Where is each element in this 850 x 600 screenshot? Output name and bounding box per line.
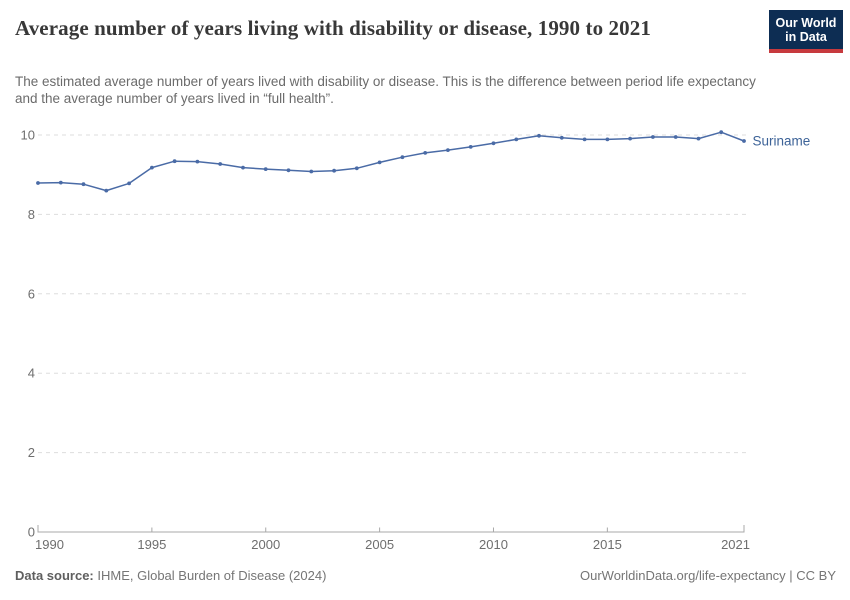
data-point[interactable]: [377, 160, 382, 165]
data-point[interactable]: [104, 188, 109, 193]
data-point[interactable]: [696, 136, 701, 141]
data-point[interactable]: [127, 181, 131, 186]
data-point[interactable]: [400, 155, 405, 160]
data-point[interactable]: [81, 182, 86, 187]
data-point[interactable]: [58, 180, 63, 185]
data-source-text: IHME, Global Burden of Disease (2024): [93, 568, 327, 583]
data-point[interactable]: [491, 141, 496, 146]
chart-svg: 0 2 4 6 8 10 1990 1995 2000 2005 2010 2015 2021 Surin…: [21, 128, 811, 553]
data-point[interactable]: [559, 135, 564, 140]
y-axis-tick-label: 10: [21, 128, 35, 143]
data-point[interactable]: [172, 159, 177, 164]
data-point[interactable]: [468, 145, 473, 149]
chart-footer: Data source: IHME, Global Burden of Dise…: [15, 568, 836, 583]
data-point[interactable]: [241, 165, 245, 170]
data-point[interactable]: [423, 151, 428, 155]
owid-url-license-link[interactable]: OurWorldinData.org/life-expectancy | CC …: [579, 568, 836, 583]
x-axis-tick-label: 1990: [35, 537, 64, 552]
x-axis-tick-label: 1995: [137, 537, 166, 552]
y-axis-tick-label: 8: [28, 207, 35, 222]
y-axis-tick-label: 4: [28, 366, 35, 381]
data-point[interactable]: [719, 130, 724, 135]
data-source: Data source: IHME, Global Burden of Dise…: [15, 568, 326, 583]
data-point[interactable]: [218, 162, 223, 166]
data-point[interactable]: [514, 137, 519, 142]
x-axis-tick-label: 2021: [721, 537, 750, 552]
x-axis-tick-label: 2015: [593, 537, 622, 552]
x-axis-tick-label: 2000: [251, 537, 280, 552]
entity-label[interactable]: Suriname: [753, 133, 811, 148]
data-point[interactable]: [263, 167, 268, 172]
data-point[interactable]: [651, 135, 655, 139]
data-point[interactable]: [332, 168, 336, 173]
series-line[interactable]: [37, 131, 745, 192]
y-axis-tick-label: 2: [28, 445, 35, 460]
data-point[interactable]: [286, 168, 291, 173]
chart-subtitle: The estimated average number of years li…: [15, 74, 756, 106]
y-axis-tick-label: 0: [28, 525, 35, 540]
data-source-label: Data source:: [15, 568, 94, 583]
owid-logo-line1: Our World: [775, 16, 837, 30]
owid-logo[interactable]: Our World in Data: [769, 10, 843, 53]
x-axis-tick-label: 2005: [365, 537, 394, 552]
data-point[interactable]: [195, 159, 200, 164]
data-point[interactable]: [36, 181, 40, 185]
data-point[interactable]: [354, 166, 359, 171]
data-point[interactable]: [446, 148, 450, 153]
data-point[interactable]: [742, 139, 746, 143]
data-point[interactable]: [582, 137, 587, 142]
data-point[interactable]: [309, 169, 314, 174]
data-point[interactable]: [537, 133, 541, 138]
chart-title: Average number of years living with disa…: [15, 16, 651, 40]
owid-logo-line2: in Data: [785, 30, 827, 44]
data-point[interactable]: [673, 135, 678, 139]
data-point[interactable]: [150, 165, 154, 170]
data-point[interactable]: [605, 137, 610, 142]
y-axis-tick-label: 6: [28, 286, 35, 301]
x-axis-tick-label: 2010: [479, 537, 508, 552]
data-point[interactable]: [628, 136, 632, 141]
